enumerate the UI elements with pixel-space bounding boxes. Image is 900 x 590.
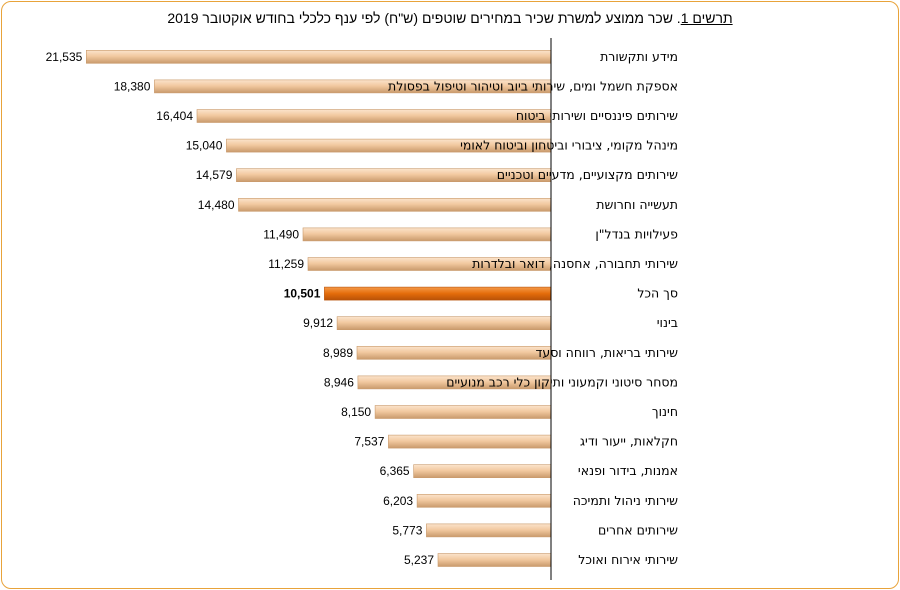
value-label: 6,203 bbox=[383, 494, 413, 508]
value-label: 15,040 bbox=[186, 139, 223, 153]
bar bbox=[356, 345, 552, 360]
value-label: 11,490 bbox=[263, 227, 299, 241]
category-label: אמנות, בידור ופנאי bbox=[578, 463, 678, 478]
category-label: שירותי תחבורה, אחסנה, דואר ובלדרות bbox=[472, 256, 678, 271]
value-label: 9,912 bbox=[303, 316, 333, 330]
category-label: פעילויות בנדל"ן bbox=[595, 226, 678, 241]
category-label: שירותי אירוח ואוכל bbox=[578, 552, 678, 567]
value-label: 5,773 bbox=[392, 523, 422, 537]
category-label: שירותי ניהול ותמיכה bbox=[573, 493, 678, 508]
category-label: סך הכל bbox=[637, 286, 678, 301]
value-label: 11,259 bbox=[268, 257, 304, 271]
bar bbox=[416, 493, 552, 508]
category-label: מינהל מקומי, ציבורי וביטחון וביטוח לאומי bbox=[460, 138, 678, 153]
bar bbox=[86, 49, 552, 64]
category-label: בינוי bbox=[657, 315, 678, 330]
value-label: 6,365 bbox=[380, 464, 410, 478]
chart-title: תרשים 1. שכר ממוצע למשרת שכיר במחירים שו… bbox=[0, 10, 900, 26]
value-label: 8,989 bbox=[323, 346, 353, 360]
bar bbox=[413, 464, 552, 479]
chart-title-text: . שכר ממוצע למשרת שכיר במחירים שוטפים (ש… bbox=[167, 10, 681, 26]
value-label: 16,404 bbox=[156, 109, 193, 123]
value-label: 5,237 bbox=[404, 553, 434, 567]
value-label: 21,535 bbox=[46, 50, 83, 64]
value-label: 10,501 bbox=[284, 287, 321, 301]
bar bbox=[437, 553, 552, 567]
category-label: שירותים פיננסיים ושירותי ביטוח bbox=[516, 108, 678, 123]
value-label: 14,579 bbox=[196, 168, 233, 182]
category-label: מידע ותקשורת bbox=[600, 49, 678, 64]
value-label: 8,946 bbox=[324, 375, 354, 389]
value-label: 18,380 bbox=[114, 79, 151, 93]
bar bbox=[374, 405, 552, 419]
bar bbox=[196, 109, 552, 123]
category-label: שירותים אחרים bbox=[598, 522, 678, 537]
category-label: שירותים מקצועיים, מדעיים וטכניים bbox=[497, 167, 678, 182]
bar-total bbox=[324, 286, 552, 301]
value-label: 8,150 bbox=[341, 405, 371, 419]
bar bbox=[388, 434, 552, 449]
value-label: 14,480 bbox=[198, 198, 235, 212]
value-label: 7,537 bbox=[354, 435, 384, 449]
category-label: חקלאות, ייעור ודיג bbox=[580, 434, 678, 449]
chart-title-prefix: תרשים 1 bbox=[680, 10, 733, 26]
category-label: תעשייה וחרושת bbox=[596, 197, 678, 212]
bar bbox=[426, 523, 552, 538]
category-label: מסחר סיטוני וקמעוני ותיקון כלי רכב מנועי… bbox=[446, 374, 678, 389]
bar bbox=[302, 227, 552, 242]
bar bbox=[336, 316, 552, 331]
category-label: אספקת חשמל ומים, שירותי ביוב וטיהור וטיפ… bbox=[388, 78, 678, 93]
bar bbox=[238, 198, 552, 212]
category-label: חינוך bbox=[652, 404, 678, 419]
category-label: שירותי בריאות, רווחה וסעד bbox=[536, 345, 679, 360]
